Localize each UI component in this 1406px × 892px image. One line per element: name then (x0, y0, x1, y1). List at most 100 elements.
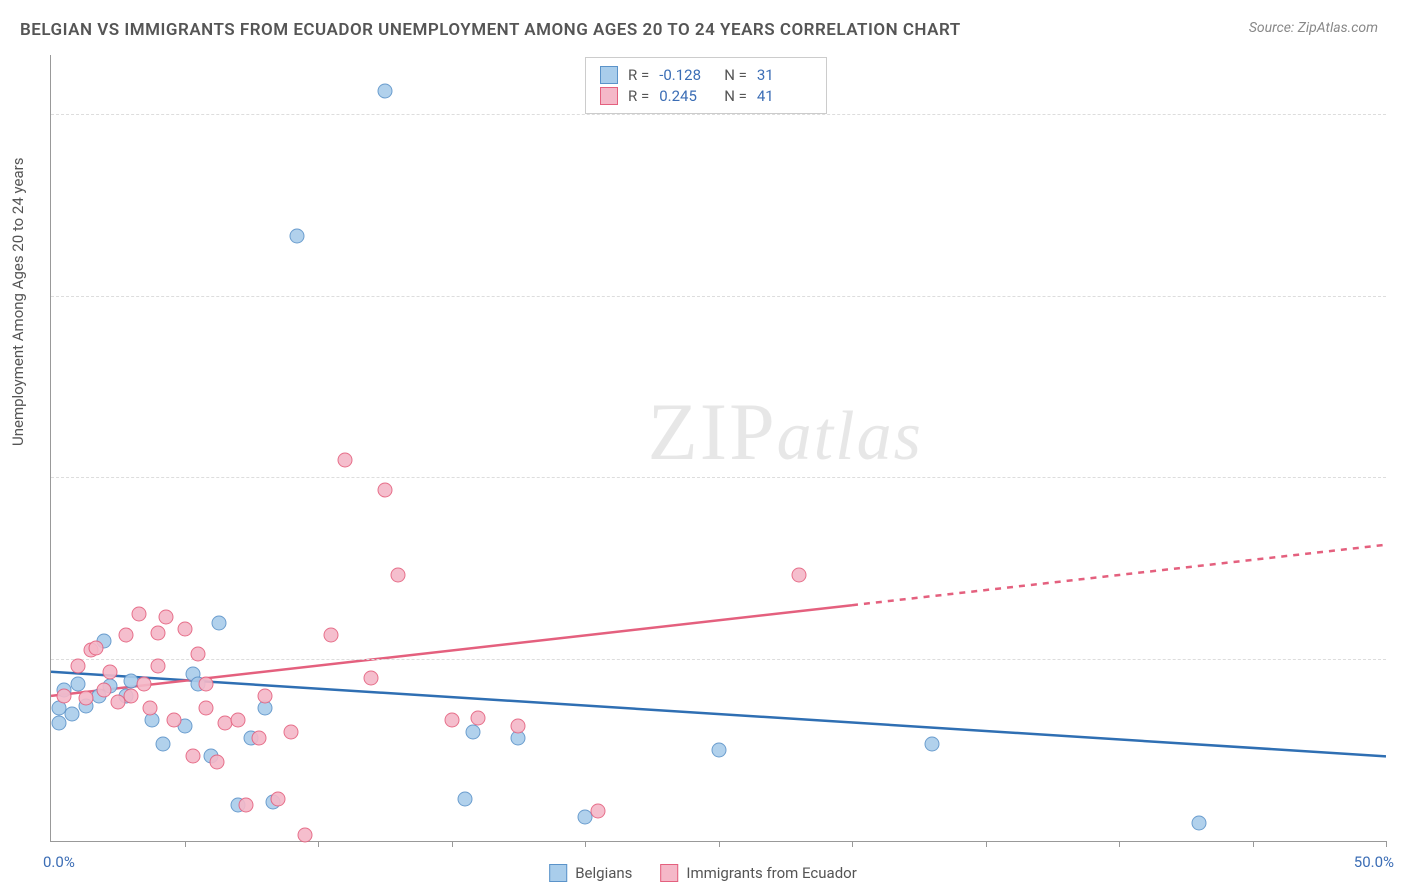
data-point (377, 84, 392, 99)
watermark-atlas: atlas (777, 398, 923, 475)
gridline (51, 114, 1386, 115)
data-point (511, 719, 526, 734)
data-point (284, 725, 299, 740)
data-point (52, 715, 67, 730)
data-point (238, 797, 253, 812)
data-point (324, 628, 339, 643)
data-point (465, 725, 480, 740)
source-label: Source: (1249, 20, 1294, 36)
correlation-legend: R = -0.128 N = 31 R = 0.245 N = 41 (585, 57, 827, 114)
data-point (150, 626, 165, 641)
data-point (209, 755, 224, 770)
data-point (289, 229, 304, 244)
data-point (177, 622, 192, 637)
chart-title: BELGIAN VS IMMIGRANTS FROM ECUADOR UNEMP… (20, 20, 961, 40)
y-tick-label: 45.0% (1396, 270, 1406, 288)
x-tick (1119, 841, 1120, 847)
trend-lines-layer (51, 55, 1386, 841)
data-point (1192, 815, 1207, 830)
x-axis-max-label: 50.0% (1354, 853, 1394, 871)
data-point (185, 749, 200, 764)
legend-n-value: 41 (757, 87, 812, 105)
y-tick-label: 15.0% (1396, 633, 1406, 651)
gridline (51, 296, 1386, 297)
data-point (89, 640, 104, 655)
legend-n-label: N = (724, 66, 747, 84)
data-point (591, 803, 606, 818)
data-point (142, 701, 157, 716)
data-point (57, 688, 72, 703)
data-point (297, 827, 312, 842)
data-point (257, 688, 272, 703)
x-tick (452, 841, 453, 847)
x-tick (852, 841, 853, 847)
data-point (198, 701, 213, 716)
legend-swatch (660, 864, 678, 882)
x-tick (986, 841, 987, 847)
data-point (252, 731, 267, 746)
legend-swatch (549, 864, 567, 882)
legend-n-label: N = (724, 87, 747, 105)
data-point (391, 567, 406, 582)
data-point (270, 791, 285, 806)
data-point (377, 483, 392, 498)
x-tick (585, 841, 586, 847)
y-tick-label: 60.0% (1396, 88, 1406, 106)
y-tick-label: 30.0% (1396, 451, 1406, 469)
data-point (212, 616, 227, 631)
series-legend: Belgians Immigrants from Ecuador (549, 864, 857, 882)
series-legend-item: Immigrants from Ecuador (660, 864, 856, 882)
gridline (51, 477, 1386, 478)
data-point (158, 610, 173, 625)
data-point (166, 713, 181, 728)
legend-r-label: R = (628, 66, 649, 84)
data-point (78, 691, 93, 706)
data-point (150, 658, 165, 673)
data-point (70, 658, 85, 673)
legend-row: R = -0.128 N = 31 (600, 66, 812, 84)
data-point (711, 743, 726, 758)
data-point (791, 567, 806, 582)
x-tick (1253, 841, 1254, 847)
x-tick (318, 841, 319, 847)
data-point (132, 606, 147, 621)
legend-r-value: 0.245 (659, 87, 714, 105)
source-value: ZipAtlas.com (1298, 20, 1378, 36)
data-point (156, 737, 171, 752)
series-label: Belgians (575, 864, 632, 882)
trend-line (852, 545, 1386, 605)
chart-plot-area: ZIPatlas R =-0.128N =31R =0.245N =41 0.0… (50, 55, 1386, 842)
data-point (364, 670, 379, 685)
legend-swatch (600, 66, 618, 84)
data-point (337, 453, 352, 468)
watermark-zip: ZIP (648, 386, 777, 477)
series-label: Immigrants from Ecuador (686, 864, 856, 882)
gridline (51, 659, 1386, 660)
data-point (190, 646, 205, 661)
source-attribution: Source: ZipAtlas.com (1249, 20, 1378, 36)
y-axis-label: Unemployment Among Ages 20 to 24 years (9, 158, 27, 446)
data-point (124, 688, 139, 703)
series-legend-item: Belgians (549, 864, 632, 882)
data-point (925, 737, 940, 752)
watermark: ZIPatlas (648, 385, 923, 479)
legend-n-value: 31 (757, 66, 812, 84)
legend-swatch (600, 87, 618, 105)
data-point (198, 676, 213, 691)
x-tick (1386, 841, 1387, 847)
x-axis-min-label: 0.0% (43, 853, 75, 871)
data-point (230, 713, 245, 728)
data-point (118, 628, 133, 643)
data-point (137, 676, 152, 691)
data-point (102, 664, 117, 679)
data-point (65, 707, 80, 722)
legend-r-label: R = (628, 87, 649, 105)
data-point (457, 791, 472, 806)
data-point (444, 713, 459, 728)
legend-row: R = 0.245 N = 41 (600, 87, 812, 105)
data-point (97, 682, 112, 697)
data-point (70, 676, 85, 691)
legend-r-value: -0.128 (659, 66, 714, 84)
x-tick (719, 841, 720, 847)
x-tick (185, 841, 186, 847)
